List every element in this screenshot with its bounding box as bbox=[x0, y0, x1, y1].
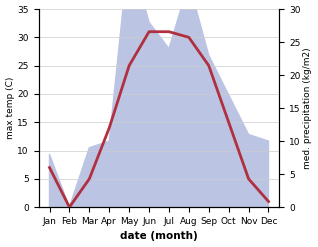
Y-axis label: max temp (C): max temp (C) bbox=[5, 77, 15, 139]
Y-axis label: med. precipitation (kg/m2): med. precipitation (kg/m2) bbox=[303, 47, 313, 169]
X-axis label: date (month): date (month) bbox=[120, 231, 198, 242]
